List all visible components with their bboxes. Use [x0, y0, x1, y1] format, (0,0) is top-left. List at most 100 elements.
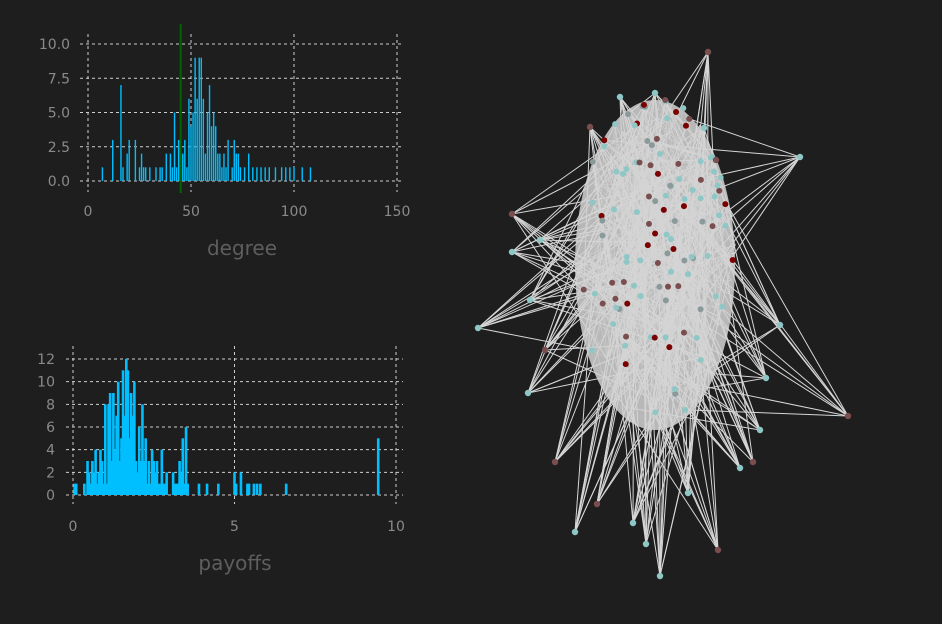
graph-node: [631, 122, 638, 129]
histogram-bar: [134, 139, 137, 181]
graph-edge: [707, 51, 714, 157]
histogram-bar: [152, 461, 156, 495]
histogram-bar: [175, 483, 178, 495]
graph-node: [704, 48, 712, 56]
graph-node: [681, 196, 688, 203]
histogram-bar: [274, 167, 277, 181]
graph-node: [648, 142, 655, 149]
histogram-bar: [246, 483, 249, 495]
graph-node: [601, 143, 608, 150]
histogram-bar: [160, 449, 164, 495]
graph-node: [474, 324, 482, 332]
y-tick-label: 12: [37, 352, 55, 368]
graph-edge: [662, 417, 689, 494]
histogram-bar: [255, 483, 259, 495]
histogram-bar: [284, 483, 288, 495]
graph-node: [711, 168, 718, 175]
graph-node: [622, 361, 629, 368]
histogram-bar: [162, 483, 165, 495]
histogram-bar: [137, 427, 141, 495]
x-axis-label: payoffs: [198, 551, 271, 575]
histogram-bar: [108, 393, 112, 495]
graph-node: [668, 268, 675, 275]
histogram-bar: [122, 167, 124, 181]
graph-node: [623, 259, 630, 266]
graph-node: [536, 236, 544, 244]
graph-edge: [699, 377, 767, 390]
histogram-bar: [210, 126, 213, 181]
histogram-bar: [206, 112, 209, 181]
graph-node: [588, 347, 595, 354]
graph-node: [508, 210, 516, 218]
histogram-bar: [183, 483, 186, 495]
histogram-bar: [136, 472, 139, 495]
graph-node: [599, 217, 606, 224]
histogram-bar: [197, 483, 201, 495]
histogram-bar: [139, 461, 143, 495]
degree-histogram: 0.0 2.5 5.0 7.5 10.0 0 50 100 150 degree: [39, 24, 410, 260]
graph-node: [656, 150, 663, 157]
graph-edge: [724, 203, 781, 326]
graph-edge: [718, 190, 849, 417]
histogram-bar: [233, 472, 236, 495]
graph-node: [645, 193, 652, 200]
histogram-bar: [99, 449, 102, 495]
histogram-bar: [133, 381, 136, 495]
histogram-bar: [173, 112, 176, 181]
histogram-bar: [131, 415, 135, 495]
histogram-bar: [73, 483, 76, 495]
x-tick-label: 0: [84, 204, 93, 220]
histogram-bar: [128, 438, 131, 495]
graph-node: [541, 346, 549, 354]
histogram-bar: [181, 438, 185, 495]
histogram-bar: [293, 167, 295, 181]
graph-node: [660, 206, 667, 213]
histogram-bar: [94, 449, 97, 495]
histogram-bar: [182, 153, 184, 181]
graph-node: [796, 153, 804, 161]
graph-node: [631, 282, 638, 289]
graph-node: [647, 162, 654, 169]
graph-node: [709, 223, 716, 230]
graph-node: [716, 212, 723, 219]
histogram-bar: [154, 472, 157, 495]
graph-node: [580, 286, 587, 293]
graph-node: [672, 390, 679, 397]
graph-node: [680, 329, 687, 336]
x-tick-label: 50: [182, 204, 200, 220]
histogram-bar: [101, 167, 104, 181]
histogram-bar: [173, 483, 177, 495]
histogram-bar: [268, 167, 270, 181]
y-tick-label: 4: [46, 443, 55, 459]
graph-node: [693, 334, 700, 341]
histogram-bar: [194, 57, 196, 182]
graph-node: [654, 260, 661, 267]
histogram-bar: [115, 415, 118, 495]
graph-node: [625, 111, 632, 118]
x-tick-label: 100: [281, 204, 308, 220]
histogram-bar: [163, 483, 167, 495]
histogram-bar: [171, 472, 175, 495]
histogram-bar: [149, 483, 152, 495]
graph-node: [697, 176, 704, 183]
x-tick-label: 0: [69, 519, 78, 535]
graph-node: [645, 220, 652, 227]
graph-node: [612, 121, 619, 128]
histogram-bar: [215, 126, 217, 181]
graph-edge: [685, 409, 849, 417]
histogram-bar: [285, 167, 287, 181]
graph-node: [591, 290, 598, 297]
x-axis-label: degree: [207, 236, 277, 260]
graph-node: [644, 137, 651, 144]
histogram-bar: [247, 153, 250, 181]
histogram-bar: [190, 126, 192, 181]
graph-node: [652, 230, 659, 237]
histogram-bar: [83, 483, 86, 495]
graph-node: [637, 257, 644, 264]
histogram-bar: [289, 167, 291, 181]
histogram-bar: [120, 438, 123, 495]
graph-node: [598, 212, 605, 219]
graph-node: [593, 500, 601, 508]
network-graph: [474, 48, 852, 580]
